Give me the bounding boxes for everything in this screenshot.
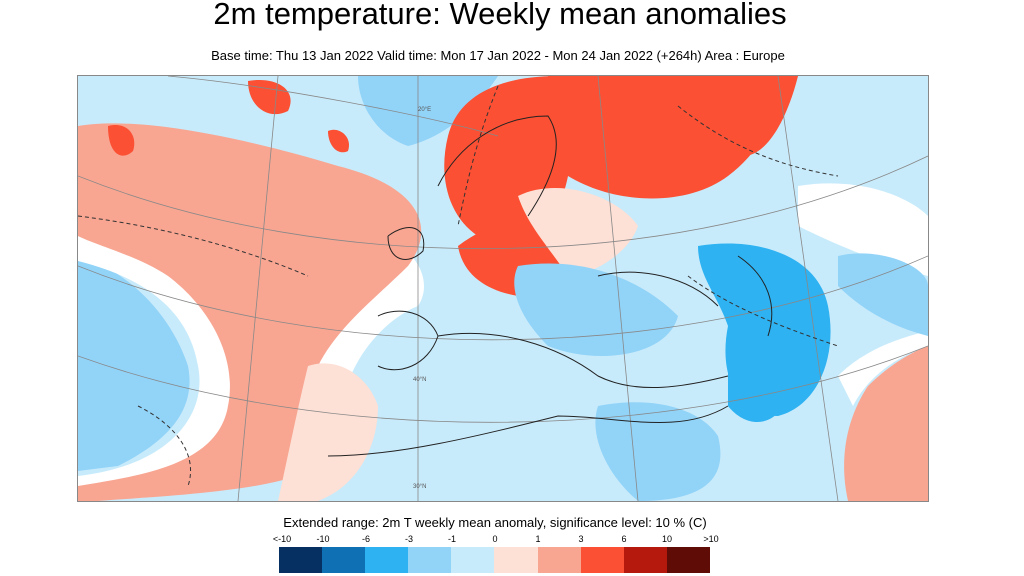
arabia-neutral <box>838 331 928 406</box>
iceland-warm <box>248 80 291 115</box>
legend-swatch <box>537 547 581 573</box>
atlantic-warm-region <box>78 123 422 501</box>
svalbard-warm <box>328 129 349 153</box>
coastlines <box>327 115 773 457</box>
legend-colorbar <box>279 547 710 573</box>
levant-cold <box>728 334 790 423</box>
latitude-label: 40°N <box>413 377 426 383</box>
legend-label: -6 <box>361 534 371 544</box>
map-title: 2m temperature: Weekly mean anomalies <box>213 0 787 31</box>
legend-swatch <box>580 547 624 573</box>
legend-swatch <box>279 547 323 573</box>
asia-neutral <box>798 183 928 276</box>
legend-label: 1 <box>535 534 541 544</box>
legend-label: -1 <box>447 534 457 544</box>
urals-warm <box>737 76 798 156</box>
legend-swatch <box>451 547 495 573</box>
greenland-warm <box>108 125 135 156</box>
legend-label: 3 <box>578 534 584 544</box>
meridian-label: 20°E <box>418 107 431 113</box>
graticule <box>78 76 928 501</box>
atlantic-cool-region <box>78 256 190 471</box>
russia-warm <box>548 76 798 199</box>
legend-swatch <box>494 547 538 573</box>
legend-swatch <box>408 547 452 573</box>
legend-label: 0 <box>492 534 498 544</box>
legend-label: -3 <box>404 534 414 544</box>
iberia-neutral <box>278 363 378 501</box>
map-subtitle: Base time: Thu 13 Jan 2022 Valid time: M… <box>211 48 785 63</box>
balkans-cool <box>514 263 678 356</box>
anomaly-map[interactable]: 20°E 40°N 30°N <box>77 75 929 502</box>
poland-neutral <box>518 187 638 276</box>
legend-label: 6 <box>621 534 627 544</box>
map-canvas: 20°E 40°N 30°N <box>78 76 928 501</box>
legend-swatch <box>666 547 710 573</box>
legend-label: <-10 <box>272 534 292 544</box>
legend-swatch <box>365 547 409 573</box>
legend-swatch <box>322 547 366 573</box>
legend-label: 10 <box>661 534 673 544</box>
latitude-label: 30°N <box>413 484 426 490</box>
asia-cool <box>838 253 928 336</box>
legend-label: >10 <box>703 534 719 544</box>
legend-title: Extended range: 2m T weekly mean anomaly… <box>283 515 707 530</box>
egypt-cold <box>595 402 721 501</box>
arctic-cool <box>358 76 498 146</box>
legend-swatch <box>623 547 667 573</box>
legend-labels: <-10 -10 -6 -3 -1 0 1 3 6 10 >10 <box>0 534 1024 546</box>
legend-label: -10 <box>316 534 330 544</box>
arabia-warm <box>844 346 928 501</box>
significance-contours <box>78 85 839 487</box>
